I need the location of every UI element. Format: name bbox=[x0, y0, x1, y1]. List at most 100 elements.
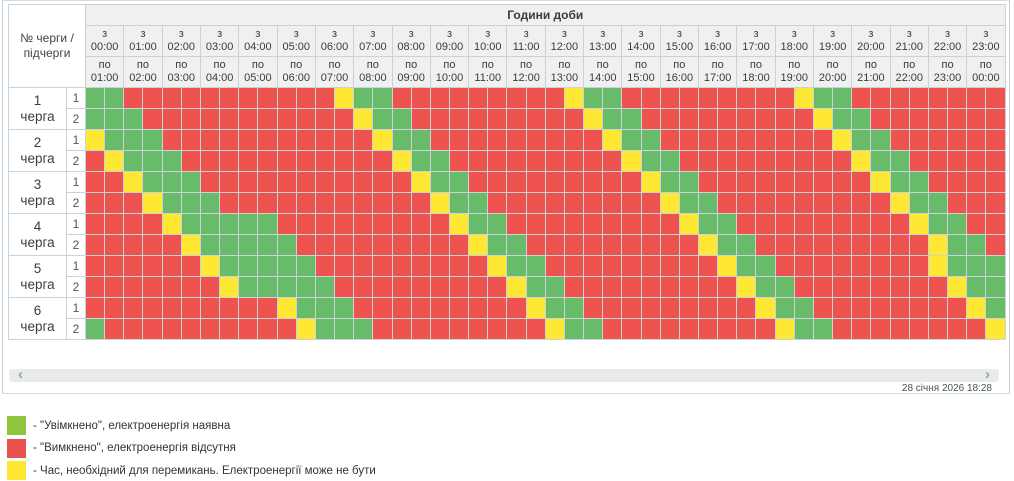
hour-to-header: по 03:00 bbox=[162, 57, 201, 88]
schedule-cell bbox=[296, 319, 316, 340]
subqueue-label: 1 bbox=[67, 88, 86, 109]
schedule-cell bbox=[679, 151, 699, 172]
schedule-cell bbox=[871, 235, 891, 256]
schedule-cell bbox=[124, 109, 144, 130]
schedule-cell bbox=[162, 193, 182, 214]
subqueue-label: 2 bbox=[67, 193, 86, 214]
schedule-cell bbox=[948, 277, 968, 298]
schedule-cell bbox=[603, 277, 623, 298]
schedule-cell bbox=[220, 130, 240, 151]
hour-from-header: з 22:00 bbox=[928, 26, 968, 57]
hour-from-header: з 15:00 bbox=[660, 26, 699, 57]
schedule-cell bbox=[564, 214, 585, 235]
schedule-cell bbox=[584, 109, 604, 130]
schedule-cell bbox=[488, 319, 508, 340]
schedule-cell bbox=[86, 172, 106, 193]
schedule-cell bbox=[871, 298, 891, 319]
schedule-cell bbox=[641, 277, 661, 298]
schedule-cell bbox=[449, 193, 470, 214]
schedule-cell bbox=[335, 235, 355, 256]
schedule-cell bbox=[124, 172, 144, 193]
schedule-cell bbox=[181, 193, 201, 214]
schedule-cell bbox=[737, 214, 757, 235]
schedule-cell bbox=[392, 193, 412, 214]
schedule-cell bbox=[909, 88, 929, 109]
schedule-cell bbox=[469, 298, 489, 319]
schedule-cell bbox=[449, 319, 470, 340]
schedule-cell bbox=[392, 109, 412, 130]
schedule-cell bbox=[105, 193, 125, 214]
schedule-cell bbox=[430, 193, 450, 214]
schedule-cell bbox=[296, 235, 316, 256]
schedule-cell bbox=[449, 214, 470, 235]
schedule-cell bbox=[200, 172, 221, 193]
horizontal-scrollbar[interactable]: ‹ › bbox=[9, 366, 999, 383]
schedule-cell bbox=[373, 193, 393, 214]
schedule-cell bbox=[430, 214, 450, 235]
schedule-cell bbox=[679, 235, 699, 256]
schedule-cell bbox=[124, 298, 144, 319]
schedule-cell bbox=[909, 214, 929, 235]
schedule-cell bbox=[181, 298, 201, 319]
schedule-cell bbox=[890, 214, 910, 235]
schedule-cell bbox=[756, 151, 776, 172]
schedule-cell bbox=[181, 256, 201, 277]
schedule-cell bbox=[775, 193, 795, 214]
schedule-cell bbox=[373, 109, 393, 130]
schedule-cell bbox=[756, 88, 776, 109]
schedule-cell bbox=[507, 298, 527, 319]
schedule-cell bbox=[277, 88, 297, 109]
schedule-cell bbox=[124, 151, 144, 172]
schedule-cell bbox=[584, 151, 604, 172]
schedule-cell bbox=[909, 319, 929, 340]
schedule-cell bbox=[986, 88, 1006, 109]
schedule-cell bbox=[143, 130, 163, 151]
schedule-cell bbox=[564, 319, 585, 340]
schedule-cell bbox=[124, 130, 144, 151]
schedule-cell bbox=[277, 193, 297, 214]
schedule-cell bbox=[699, 298, 719, 319]
schedule-cell bbox=[679, 109, 699, 130]
schedule-cell bbox=[718, 319, 738, 340]
hour-to-header: по 17:00 bbox=[699, 57, 738, 88]
schedule-cell bbox=[813, 172, 834, 193]
legend-item: - "Увімкнено", електроенергія наявна bbox=[7, 416, 376, 435]
schedule-cell bbox=[564, 256, 585, 277]
schedule-cell bbox=[852, 151, 872, 172]
subqueue-label: 1 bbox=[67, 298, 86, 319]
schedule-cell bbox=[354, 88, 374, 109]
schedule-cell bbox=[852, 193, 872, 214]
schedule-cell bbox=[775, 109, 795, 130]
schedule-cell bbox=[813, 277, 834, 298]
schedule-cell bbox=[967, 214, 987, 235]
schedule-cell bbox=[200, 319, 221, 340]
scroll-left-icon[interactable]: ‹ bbox=[18, 366, 23, 383]
hour-from-header: з 02:00 bbox=[162, 26, 201, 57]
schedule-cell bbox=[986, 193, 1006, 214]
schedule-cell bbox=[948, 193, 968, 214]
queue-label: 2 черга bbox=[9, 130, 67, 172]
schedule-cell bbox=[871, 151, 891, 172]
schedule-cell bbox=[469, 214, 489, 235]
schedule-cell bbox=[220, 151, 240, 172]
schedule-table: № черги / підчерги Години доби з 00:00 по 01:0… bbox=[8, 4, 1006, 340]
schedule-cell bbox=[469, 277, 489, 298]
schedule-cell bbox=[220, 214, 240, 235]
schedule-cell bbox=[220, 88, 240, 109]
schedule-cell bbox=[660, 109, 680, 130]
schedule-cell bbox=[315, 109, 336, 130]
schedule-cell bbox=[890, 256, 910, 277]
schedule-cell bbox=[833, 172, 853, 193]
schedule-cell bbox=[296, 298, 316, 319]
scroll-right-icon[interactable]: › bbox=[985, 366, 990, 383]
schedule-cell bbox=[813, 151, 834, 172]
schedule-cell bbox=[986, 298, 1006, 319]
schedule-cell bbox=[411, 193, 431, 214]
schedule-cell bbox=[852, 235, 872, 256]
schedule-cell bbox=[986, 277, 1006, 298]
schedule-cell bbox=[181, 235, 201, 256]
schedule-cell bbox=[354, 193, 374, 214]
schedule-cell bbox=[660, 151, 680, 172]
schedule-cell bbox=[833, 214, 853, 235]
schedule-cell bbox=[488, 298, 508, 319]
